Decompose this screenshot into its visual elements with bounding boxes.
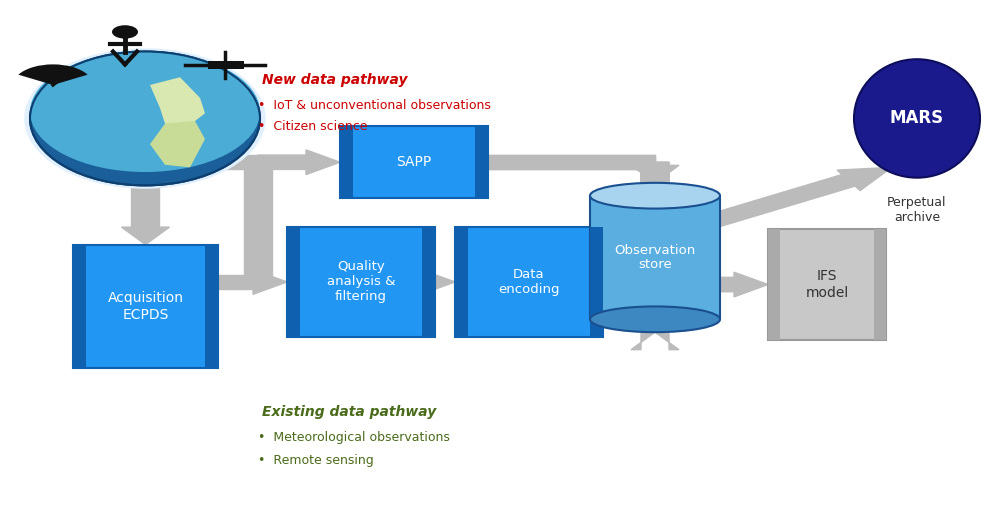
Text: •  Remote sensing: • Remote sensing [258,454,374,468]
Bar [488,155,655,169]
Ellipse shape [24,48,266,189]
Bar [218,155,258,169]
Bar [73,245,86,368]
Bar [590,227,603,337]
Ellipse shape [854,59,980,178]
Text: Quality
analysis &
filtering: Quality analysis & filtering [327,261,395,303]
Text: •  Meteorological observations: • Meteorological observations [258,431,450,444]
Wedge shape [18,64,88,85]
Text: Acquisition
ECPDS: Acquisition ECPDS [108,291,184,321]
Text: Data
encoding: Data encoding [498,268,560,296]
Text: •  IoT & unconventional observations: • IoT & unconventional observations [258,99,491,112]
Bar [205,245,218,368]
Bar [455,227,468,337]
Text: Observation
store: Observation store [614,244,696,271]
Polygon shape [631,165,679,282]
Bar [287,227,435,337]
Ellipse shape [590,183,720,209]
Bar [287,227,300,337]
Polygon shape [150,77,205,129]
Polygon shape [687,167,892,232]
Text: Perpetual
archive: Perpetual archive [887,196,947,224]
Bar [73,245,218,368]
Text: •  Citizen science: • Citizen science [258,119,368,133]
Bar [422,227,435,337]
Text: New data pathway: New data pathway [262,73,408,87]
Polygon shape [631,162,679,332]
Text: Existing data pathway: Existing data pathway [262,405,436,419]
Polygon shape [720,272,768,297]
Text: SAPP: SAPP [396,155,432,169]
Ellipse shape [30,52,260,172]
Ellipse shape [590,306,720,332]
Bar [768,229,886,340]
Bar [244,162,272,282]
Polygon shape [253,270,287,295]
Bar [340,126,488,198]
Ellipse shape [30,52,260,185]
Bar [590,196,720,319]
Text: IFS
model: IFS model [805,269,849,300]
Polygon shape [150,121,205,167]
Bar [340,126,353,198]
Bar [475,126,488,198]
Polygon shape [421,270,455,295]
Bar [218,275,258,289]
Text: MARS: MARS [890,110,944,127]
Polygon shape [258,150,340,175]
Bar [208,61,244,69]
Polygon shape [122,188,169,245]
Bar [603,275,655,289]
Bar [455,227,603,337]
Bar [488,155,655,169]
Polygon shape [631,162,679,350]
Bar [768,229,780,340]
Circle shape [112,25,138,39]
Bar [874,229,886,340]
